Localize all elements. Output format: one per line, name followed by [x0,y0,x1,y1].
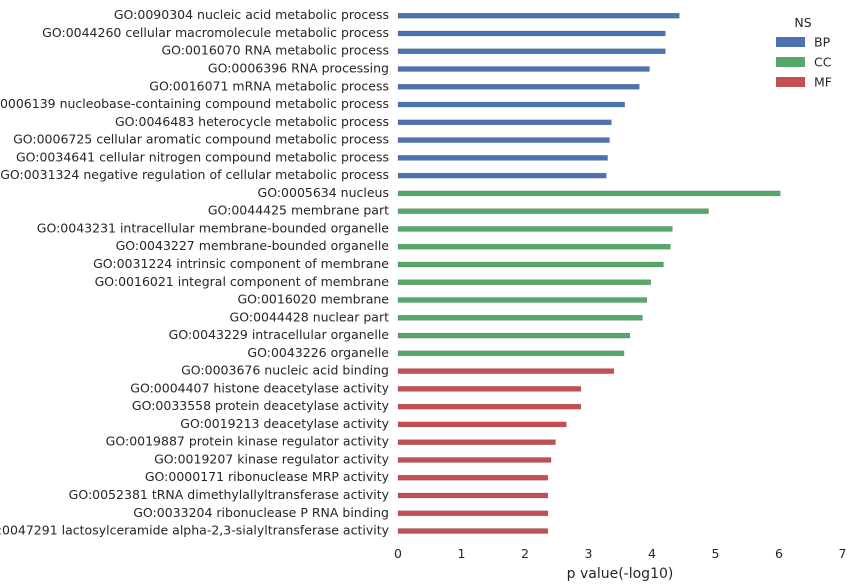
category-label: GO:0090304 nucleic acid metabolic proces… [114,7,389,22]
category-label: GO:0031224 intrinsic component of membra… [93,256,389,271]
category-label: GO:0005634 nucleus [258,185,389,200]
x-tick-label: 2 [521,546,529,561]
bar-mf-28 [397,510,549,517]
category-label: GO:0034641 cellular nitrogen compound me… [16,149,389,164]
bar-mf-25 [397,457,552,463]
bar-cc-15 [397,279,651,285]
legend-swatch-cc [776,57,805,67]
bar-mf-29 [397,528,549,534]
category-label: GO:0046483 heterocycle metabolic process [115,114,389,129]
bar-bp-6 [397,119,612,126]
bar-bp-4 [397,84,640,90]
x-axis-title: p value(-log10) [567,566,674,582]
category-label: GO:0019213 deacetylase activity [180,416,389,431]
bar-bp-7 [397,137,610,143]
category-label: GO:0006396 RNA processing [208,61,389,76]
bar-cc-11 [397,208,709,214]
legend: NS BP CC MF [776,15,832,90]
x-tick-label: 7 [839,546,847,561]
x-tick-label: 4 [648,546,656,561]
category-label: GO:0003676 nucleic acid binding [181,363,389,378]
category-label: GO:0019887 protein kinase regulator acti… [106,434,390,449]
legend-label-mf: MF [814,75,832,90]
category-label: GO:0016020 membrane [237,292,389,307]
bar-bp-8 [397,155,608,161]
category-label: GO:0006139 nucleobase-containing compoun… [0,96,389,111]
legend-title: NS [794,15,811,30]
category-label: GO:0043231 intracellular membrane-bounde… [37,220,390,235]
bar-bp-0 [397,12,680,19]
x-tick-label: 1 [458,546,466,561]
bar-bp-5 [397,101,625,108]
bar-bp-9 [397,172,607,179]
bar-bp-1 [397,30,666,37]
bar-cc-16 [397,297,648,303]
bar-mf-24 [397,439,556,445]
category-label: GO:0043229 intracellular organelle [169,327,390,342]
category-label: GO:0043226 organelle [247,345,389,360]
bar-mf-20 [397,368,615,374]
legend-swatch-bp [776,37,805,47]
bar-cc-10 [397,190,781,197]
category-label: GO:0044260 cellular macromolecule metabo… [42,25,389,40]
category-label: GO:0043227 membrane-bounded organelle [116,238,390,253]
bar-mf-22 [397,403,582,410]
x-tick-label: 5 [712,546,720,561]
legend-label-bp: BP [814,35,831,50]
x-tick-label: 0 [394,546,402,561]
category-label: GO:0047291 lactosylceramide alpha-2,3-si… [0,523,390,538]
category-label: GO:0016021 integral component of membran… [95,274,390,289]
bar-mf-27 [397,492,549,499]
x-tick-label: 6 [775,546,783,561]
bar-cc-14 [397,261,664,268]
category-label: GO:0019207 kinase regulator activity [154,451,390,466]
bar-mf-21 [397,386,582,392]
category-label: GO:0016070 RNA metabolic process [161,43,389,58]
bar-cc-17 [397,315,643,321]
bar-cc-19 [397,350,625,357]
bar-mf-26 [397,474,549,481]
bar-bp-2 [397,48,666,54]
legend-label-cc: CC [814,55,832,70]
category-label: GO:0016071 mRNA metabolic process [149,78,389,93]
category-label: GO:0033204 ribonuclease P RNA binding [133,505,389,520]
category-labels: GO:0090304 nucleic acid metabolic proces… [0,7,390,537]
category-label: GO:0006725 cellular aromatic compound me… [13,132,389,147]
x-tick-label: 3 [585,546,593,561]
category-label: GO:0000171 ribonuclease MRP activity [145,469,390,484]
category-label: GO:0031324 negative regulation of cellul… [0,167,389,182]
category-label: GO:0044425 membrane part [208,203,389,218]
x-axis-ticks: 0 1 2 3 4 5 6 7 [394,546,846,561]
category-label: GO:0004407 histone deacetylase activity [130,380,389,395]
bar-mf-23 [397,421,567,428]
bar-cc-12 [397,226,673,232]
category-label: GO:0052381 tRNA dimethylallyltransferase… [69,487,390,502]
category-label: GO:0033558 protein deacetylase activity [132,398,390,413]
category-label: GO:0044428 nuclear part [230,309,390,324]
bar-bp-3 [397,66,650,72]
bar-cc-13 [397,243,671,250]
bars-layer [397,12,781,534]
legend-swatch-mf [776,77,805,87]
bar-cc-18 [397,332,631,339]
